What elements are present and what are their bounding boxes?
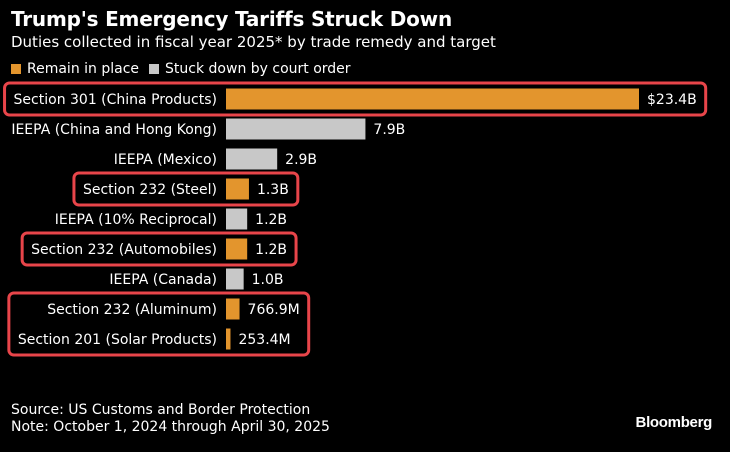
legend-item-struck: Stuck down by court order bbox=[149, 61, 351, 77]
value-label: 253.4M bbox=[238, 332, 290, 348]
value-label: 1.3B bbox=[257, 182, 289, 198]
bar bbox=[226, 118, 366, 140]
source-note: Source: US Customs and Border Protection… bbox=[11, 402, 330, 436]
bar bbox=[226, 88, 639, 110]
highlight-box bbox=[7, 291, 311, 357]
legend-swatch-struck bbox=[149, 64, 160, 74]
category-label: IEEPA (Mexico) bbox=[114, 152, 217, 168]
bloomberg-logo: Bloomberg bbox=[635, 414, 713, 431]
highlight-box bbox=[3, 81, 708, 117]
legend-label-struck: Stuck down by court order bbox=[165, 61, 351, 77]
category-label: Section 232 (Steel) bbox=[83, 182, 217, 198]
bar bbox=[226, 208, 248, 230]
category-label: IEEPA (10% Reciprocal) bbox=[55, 212, 217, 228]
value-label: 7.9B bbox=[373, 122, 405, 138]
value-label: $23.4B bbox=[647, 92, 697, 108]
highlight-box bbox=[20, 231, 298, 267]
bar bbox=[226, 298, 240, 320]
legend-item-remain: Remain in place bbox=[11, 61, 139, 77]
category-label: IEEPA (Canada) bbox=[109, 272, 217, 288]
highlight-box bbox=[72, 171, 300, 207]
bar bbox=[226, 148, 278, 170]
category-label: Section 232 (Aluminum) bbox=[47, 302, 217, 318]
note-text: Note: October 1, 2024 through April 30, … bbox=[11, 419, 330, 435]
category-label: Section 232 (Automobiles) bbox=[31, 242, 217, 258]
source-text: Source: US Customs and Border Protection bbox=[11, 402, 311, 418]
legend-label-remain: Remain in place bbox=[27, 61, 140, 77]
chart-subtitle: Duties collected in fiscal year 2025* by… bbox=[11, 33, 496, 51]
chart-title: Trump's Emergency Tariffs Struck Down bbox=[11, 7, 452, 31]
bar bbox=[226, 328, 231, 350]
category-label: IEEPA (China and Hong Kong) bbox=[11, 122, 217, 138]
bar bbox=[226, 178, 249, 200]
bar bbox=[226, 268, 244, 290]
legend: Remain in place Stuck down by court orde… bbox=[11, 61, 361, 77]
value-label: 1.2B bbox=[255, 242, 287, 258]
value-label: 1.2B bbox=[255, 212, 287, 228]
category-label: Section 201 (Solar Products) bbox=[18, 332, 217, 348]
category-label: Section 301 (China Products) bbox=[14, 92, 217, 108]
value-label: 766.9M bbox=[248, 302, 300, 318]
bar-chart: Section 301 (China Products) $23.4B IEEPA … bbox=[3, 81, 708, 357]
bar bbox=[226, 238, 248, 260]
legend-swatch-remain bbox=[11, 64, 21, 74]
value-label: 1.0B bbox=[252, 272, 284, 288]
value-label: 2.9B bbox=[285, 152, 317, 168]
